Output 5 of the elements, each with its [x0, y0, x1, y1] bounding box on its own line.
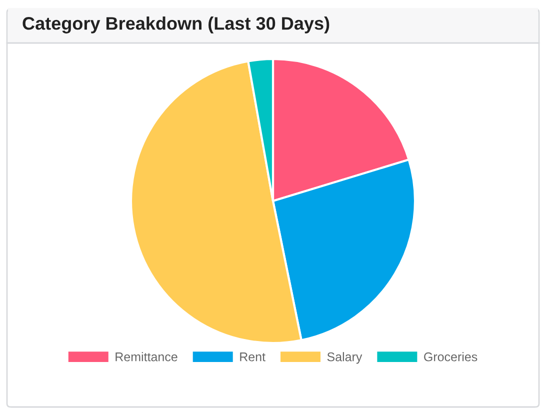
legend-label: Remittance — [116, 352, 178, 362]
legend-label: Salary — [327, 352, 362, 364]
chart-title: Category Breakdown (Last 30 Days) — [22, 16, 330, 34]
legend-label: Rent — [240, 352, 266, 362]
legend-label: Groceries — [424, 352, 478, 362]
